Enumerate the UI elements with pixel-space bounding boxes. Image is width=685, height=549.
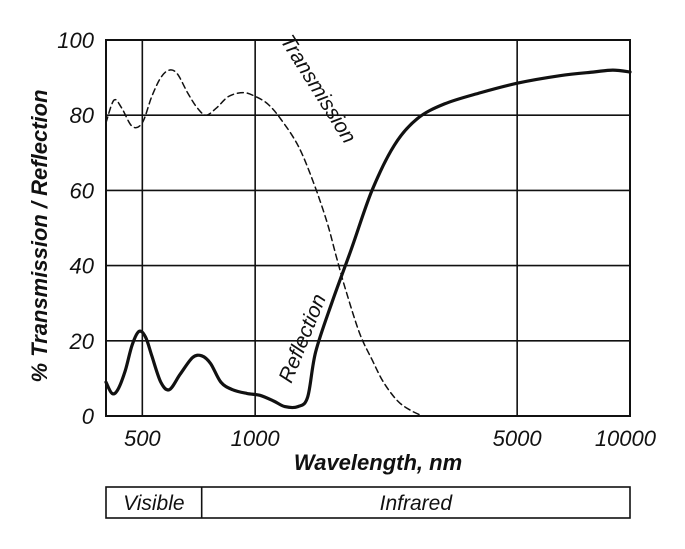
x-tick-label: 500	[124, 426, 161, 451]
x-tick-label: 10000	[595, 426, 657, 451]
transmission-curve	[105, 69, 424, 417]
spectrum-band-visible: Visible	[123, 492, 184, 515]
grid	[106, 40, 630, 416]
x-tick-label: 5000	[493, 426, 543, 451]
y-tick-label: 80	[70, 103, 95, 128]
reflection-curve-label: Reflection	[275, 291, 331, 386]
y-axis-label: % Transmission / Reflection	[27, 89, 52, 382]
reflection-curve	[104, 68, 632, 410]
plot-frame	[105, 39, 631, 417]
y-tick-label: 20	[69, 329, 95, 354]
spectrum-band-bar: Visible Infrared	[105, 486, 631, 519]
y-tick-label: 0	[82, 404, 95, 429]
x-tick-label: 1000	[231, 426, 281, 451]
series-layer	[104, 68, 632, 417]
y-tick-label: 100	[57, 28, 94, 53]
y-tick-label: 40	[70, 254, 95, 279]
spectrum-band-frame	[105, 486, 631, 519]
tick-labels: 0 20 40 60 80 100 500 1000 5000 10000	[57, 28, 656, 451]
x-axis-label: Wavelength, nm	[294, 450, 462, 475]
y-tick-label: 60	[70, 178, 95, 203]
spectrum-band-infrared: Infrared	[380, 492, 454, 515]
